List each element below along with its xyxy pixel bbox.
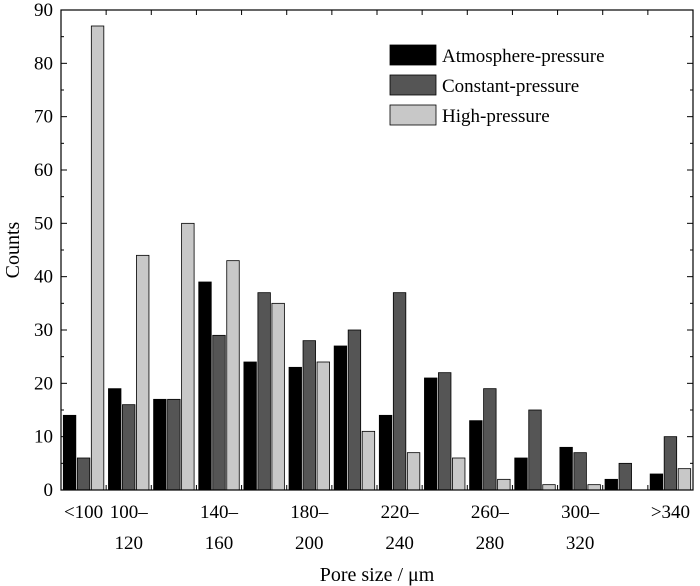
bar-atmosphere-pressure-13 (649, 473, 664, 491)
bar-constant-pressure-13 (663, 436, 678, 491)
bar-high-pressure-2 (181, 222, 195, 491)
bar-atmosphere-pressure-2 (153, 398, 167, 491)
bar-high-pressure-11 (587, 484, 601, 491)
bar-high-pressure-5 (316, 361, 330, 491)
bar-high-pressure-4 (271, 302, 285, 491)
bar-constant-pressure-1 (122, 404, 136, 491)
bar-constant-pressure-9 (483, 388, 497, 491)
bar-constant-pressure-5 (302, 340, 316, 491)
x-tick-label-6-line-0: 300– (561, 502, 600, 523)
bar-atmosphere-pressure-7 (378, 414, 393, 491)
x-tick-label-5-line-1: 280 (476, 533, 505, 554)
bar-high-pressure-13 (677, 468, 692, 491)
x-tick-label-6-line-1: 320 (566, 533, 595, 554)
y-tick-label-5: 50 (34, 213, 53, 234)
x-tick-label-4-line-1: 240 (385, 533, 414, 554)
bar-atmosphere-pressure-6 (333, 345, 348, 491)
bars-layer (62, 25, 692, 491)
y-tick-label-1: 10 (34, 427, 53, 448)
x-tick-label-1-line-0: 100– (110, 502, 149, 523)
legend-swatch-1 (389, 74, 437, 96)
bar-constant-pressure-0 (76, 457, 91, 491)
y-tick-label-3: 30 (34, 320, 53, 341)
bar-high-pressure-8 (452, 457, 466, 491)
bar-high-pressure-1 (136, 254, 150, 491)
bar-atmosphere-pressure-1 (108, 388, 122, 491)
legend-swatch-2 (389, 104, 437, 126)
bar-atmosphere-pressure-9 (469, 420, 483, 491)
bar-constant-pressure-4 (257, 292, 271, 491)
x-tick-label-4-line-0: 220– (381, 502, 420, 523)
bar-atmosphere-pressure-10 (514, 457, 528, 491)
x-tick-label-0-line-0: <100 (64, 502, 103, 523)
y-tick-label-6: 60 (34, 160, 53, 181)
y-tick-label-0: 0 (44, 480, 54, 501)
y-tick-label-8: 80 (34, 53, 53, 74)
y-tick-label-7: 70 (34, 107, 53, 128)
y-axis-title: Counts (2, 221, 24, 278)
bar-high-pressure-3 (226, 260, 240, 491)
legend-label-1: Constant-pressure (442, 76, 579, 97)
bar-high-pressure-9 (497, 478, 511, 491)
x-tick-label-7-line-0: >340 (651, 502, 690, 523)
legend-label-0: Atmosphere-pressure (442, 46, 605, 67)
legend-swatch-0 (389, 44, 437, 66)
bar-constant-pressure-6 (347, 329, 362, 491)
bar-constant-pressure-10 (528, 409, 542, 491)
bar-atmosphere-pressure-12 (604, 478, 618, 491)
y-tick-label-9: 90 (34, 0, 53, 21)
x-tick-label-2-line-1: 160 (205, 533, 234, 554)
x-tick-label-3-line-0: 180– (290, 502, 329, 523)
bar-constant-pressure-2 (167, 398, 181, 491)
bar-atmosphere-pressure-4 (243, 361, 257, 491)
x-axis-title: Pore size / μm (320, 564, 435, 586)
bar-high-pressure-6 (361, 430, 376, 491)
y-tick-label-2: 20 (34, 373, 53, 394)
bar-atmosphere-pressure-8 (424, 377, 438, 491)
legend: Atmosphere-pressure Constant-pressure High… (389, 44, 605, 127)
bar-atmosphere-pressure-5 (288, 366, 302, 491)
x-tick-label-5-line-0: 260– (471, 502, 510, 523)
bar-constant-pressure-8 (438, 372, 452, 491)
bar-atmosphere-pressure-3 (198, 281, 212, 491)
x-tick-label-1-line-1: 120 (114, 533, 143, 554)
x-tick-label-2-line-0: 140– (200, 502, 239, 523)
bar-high-pressure-0 (90, 25, 105, 491)
bar-high-pressure-10 (542, 484, 556, 491)
bar-high-pressure-7 (406, 452, 421, 491)
axes-layer: 0 10 20 30 40 50 60 70 80 90 <100 100– 120 140– 160 180… (34, 0, 694, 554)
bar-atmosphere-pressure-0 (62, 414, 77, 491)
bar-constant-pressure-12 (618, 462, 632, 491)
bar-constant-pressure-11 (573, 452, 587, 491)
bar-constant-pressure-7 (392, 292, 407, 491)
bar-atmosphere-pressure-11 (559, 446, 573, 491)
bar-constant-pressure-3 (212, 334, 226, 491)
y-tick-label-4: 40 (34, 267, 53, 288)
legend-label-2: High-pressure (442, 106, 550, 127)
x-tick-label-3-line-1: 200 (295, 533, 324, 554)
